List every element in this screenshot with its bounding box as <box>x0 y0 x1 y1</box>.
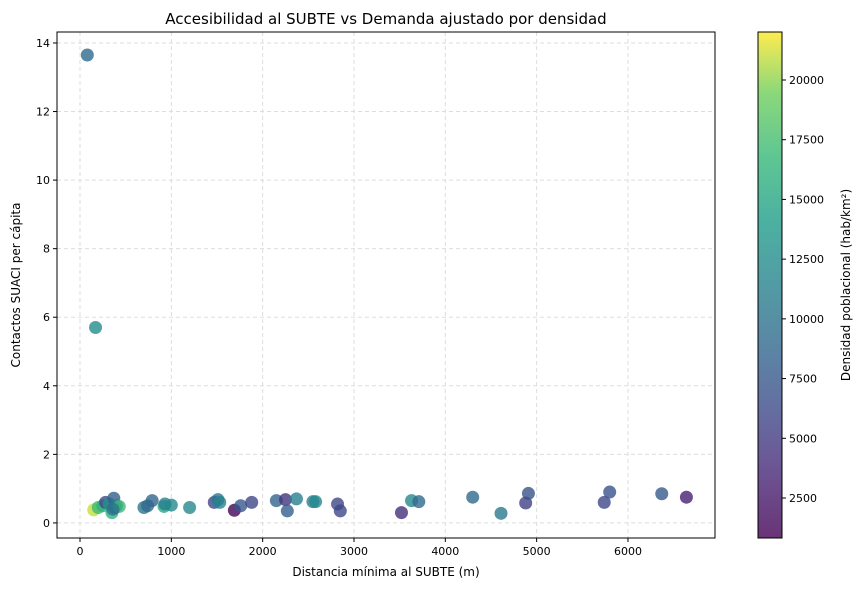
data-point <box>234 499 248 513</box>
colorbar-tick-label: 20000 <box>789 74 824 87</box>
x-tick-label: 1000 <box>157 545 185 558</box>
data-point <box>183 500 197 514</box>
colorbar-tick-label: 2500 <box>789 492 817 505</box>
data-point <box>679 490 693 504</box>
x-tick-label: 5000 <box>523 545 551 558</box>
colorbar-label: Densidad poblacional (hab/km²) <box>839 189 853 381</box>
y-tick-label: 10 <box>36 174 50 187</box>
data-point <box>280 504 294 518</box>
colorbar-frame <box>757 31 783 539</box>
data-point <box>466 490 480 504</box>
data-point <box>597 495 611 509</box>
chart-title: Accesibilidad al SUBTE vs Demanda ajusta… <box>165 10 606 28</box>
data-point <box>164 498 178 512</box>
data-point <box>494 506 508 520</box>
data-point <box>603 485 617 499</box>
y-tick-label: 4 <box>43 380 50 393</box>
data-point <box>145 494 159 508</box>
data-point <box>213 495 227 509</box>
colorbar-tick-label: 12500 <box>789 253 824 266</box>
data-point <box>333 504 347 518</box>
x-tick-label: 0 <box>77 545 84 558</box>
y-axis-label: Contactos SUACI per cápita <box>9 203 23 368</box>
colorbar-tick-label: 15000 <box>789 193 824 206</box>
x-tick-label: 4000 <box>431 545 459 558</box>
data-point <box>289 492 303 506</box>
colorbar-tick-label: 17500 <box>789 134 824 147</box>
colorbar-tick-label: 10000 <box>789 313 824 326</box>
x-tick-label: 2000 <box>249 545 277 558</box>
data-point <box>278 493 292 507</box>
y-tick-label: 12 <box>36 106 50 119</box>
y-tick-label: 14 <box>36 37 50 50</box>
data-point <box>521 486 535 500</box>
x-tick-label: 3000 <box>340 545 368 558</box>
data-point <box>80 48 94 62</box>
data-point <box>655 487 669 501</box>
data-point <box>245 495 259 509</box>
colorbar <box>758 32 782 538</box>
x-axis-label: Distancia mínima al SUBTE (m) <box>292 565 479 579</box>
y-tick-label: 2 <box>43 448 50 461</box>
y-tick-label: 6 <box>43 311 50 324</box>
data-point <box>412 495 426 509</box>
plot-frame <box>56 31 716 539</box>
data-point <box>394 506 408 520</box>
x-tick-label: 6000 <box>614 545 642 558</box>
data-point <box>309 495 323 509</box>
data-point <box>106 502 120 516</box>
colorbar-tick-label: 5000 <box>789 432 817 445</box>
y-tick-label: 8 <box>43 243 50 256</box>
colorbar-tick-label: 7500 <box>789 373 817 386</box>
data-point <box>89 321 103 335</box>
y-tick-label: 0 <box>43 517 50 530</box>
